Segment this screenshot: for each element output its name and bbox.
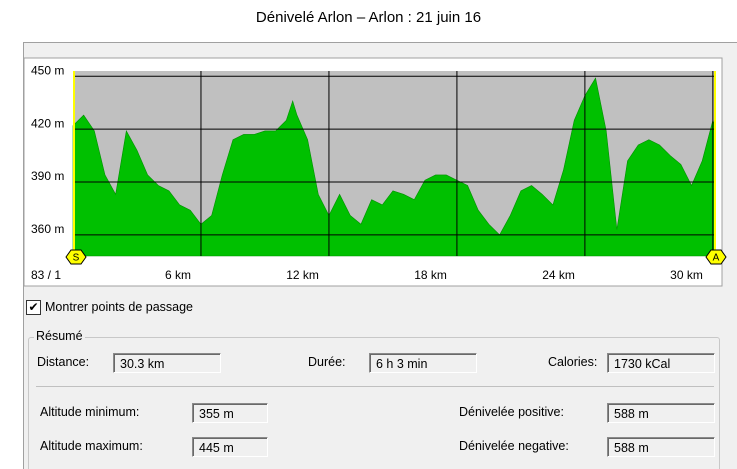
- field-value: 588 m: [607, 403, 715, 423]
- field-value: 355 m: [192, 403, 268, 423]
- x-tick-label: 6 km: [165, 268, 191, 282]
- field-label: Calories:: [548, 355, 598, 369]
- elevation-area: [72, 77, 716, 257]
- checkbox[interactable]: ✔: [26, 300, 41, 315]
- field-value: 588 m: [607, 437, 715, 457]
- origin-label: 83 / 1: [31, 268, 61, 282]
- x-tick-label: 12 km: [286, 268, 319, 282]
- x-tick-label: 18 km: [414, 268, 447, 282]
- y-tick-label: 450 m: [31, 63, 64, 77]
- field-label: Altitude minimum:: [40, 405, 140, 419]
- field-label: Durée:: [308, 355, 346, 369]
- start-marker: S: [73, 253, 80, 264]
- field-label: Dénivelée positive:: [459, 405, 564, 419]
- summary-title: Résumé: [34, 329, 85, 343]
- chart: 360 m 390 m 420 m 450 m 6 km 12 km 18 km 24 km 3…: [23, 57, 727, 287]
- y-tick-label: 360 m: [31, 222, 64, 236]
- field-label: Altitude maximum:: [40, 439, 143, 453]
- x-tick-label: 30 km: [670, 268, 703, 282]
- separator: [36, 386, 714, 387]
- title: Dénivelé Arlon – Arlon : 21 juin 16: [255, 9, 482, 26]
- end-marker: A: [713, 253, 720, 264]
- field-value: 1730 kCal: [607, 353, 715, 373]
- x-tick-label: 24 km: [542, 268, 575, 282]
- field-value: 445 m: [192, 437, 268, 457]
- marker-badge: [705, 249, 727, 265]
- checkbox-label[interactable]: Montrer points de passage: [45, 300, 194, 314]
- marker-badge: [65, 249, 87, 265]
- field-value: 30.3 km: [113, 353, 221, 373]
- y-tick-label: 420 m: [31, 116, 64, 130]
- field-value: 6 h 3 min: [369, 353, 477, 373]
- field-label: Dénivelée negative:: [459, 439, 569, 453]
- field-label: Distance:: [37, 355, 90, 369]
- y-tick-label: 390 m: [31, 169, 64, 183]
- summary-group: [28, 337, 720, 469]
